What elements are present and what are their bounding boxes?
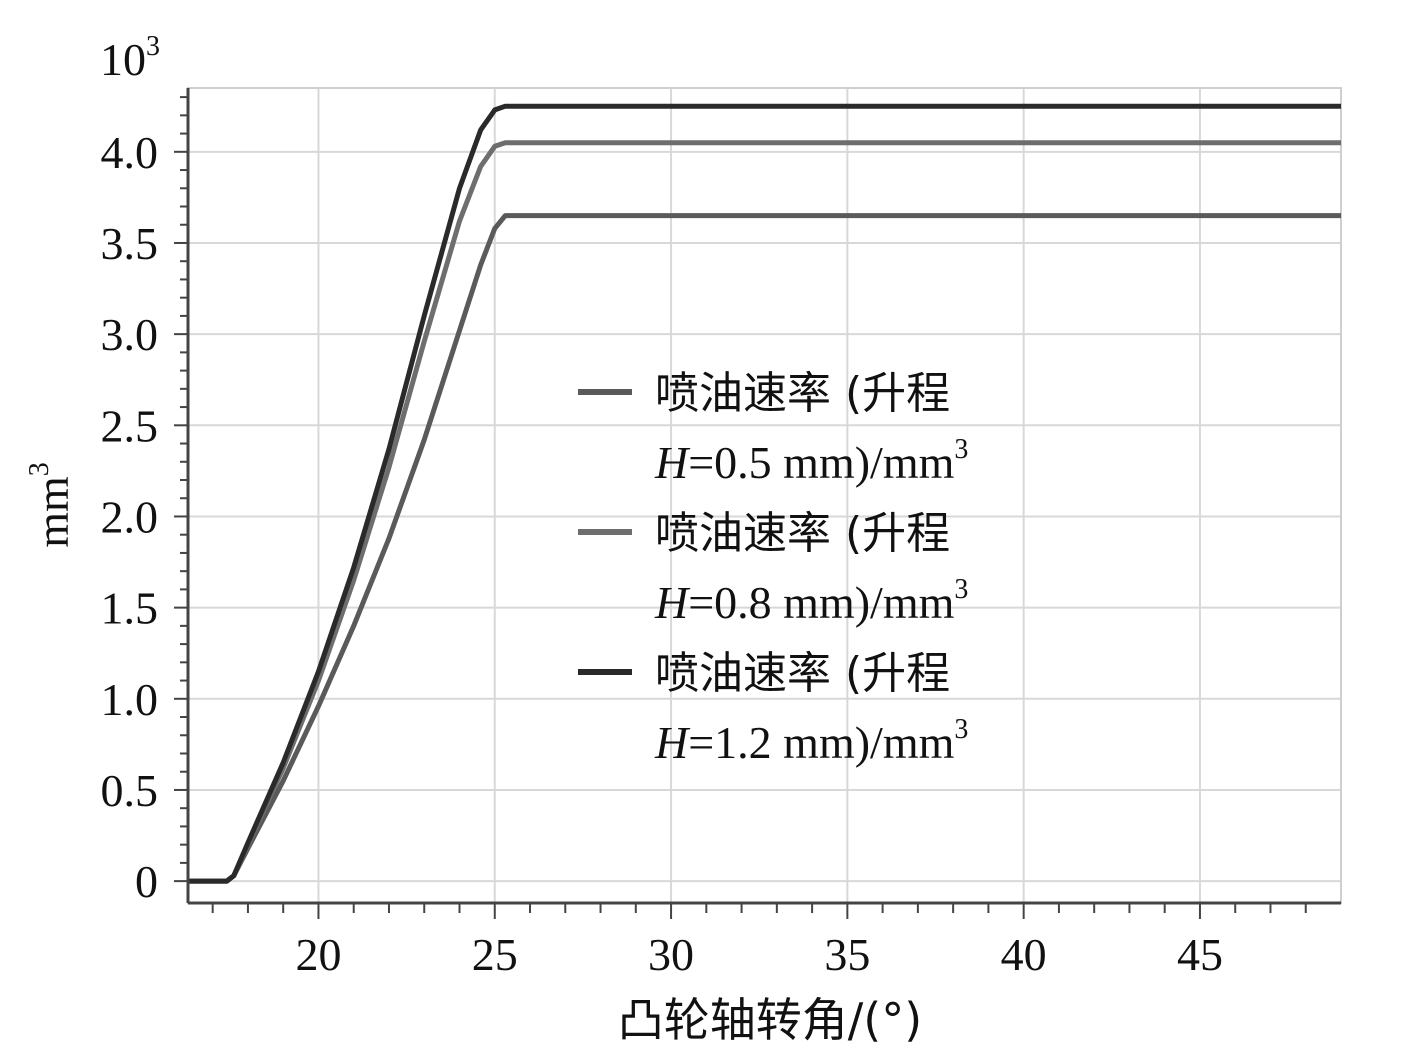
y-tick-label: 3.0 [101,309,159,360]
series-lines [188,103,1341,884]
x-tick-label: 30 [648,929,694,980]
x-tick-label: 40 [1001,929,1047,980]
legend-label-2-line1: 喷油速率 (升程 [655,508,950,559]
y-tick-label: 1.0 [101,674,159,725]
axes [174,88,1341,919]
y-tick-label: 0.5 [101,765,159,816]
x-tick-label: 45 [1177,929,1223,980]
legend-label-1-line2: H=0.5 mm)/mm3 [654,434,968,488]
y-multiplier: 103 [100,31,160,85]
plot-frame [187,87,1342,904]
legend: 喷油速率 (升程 H=0.5 mm)/mm3 喷油速率 (升程 H=0.8 mm)/m… [578,368,968,768]
legend-label-3-line2: H=1.2 mm)/mm3 [654,714,968,768]
x-tick-label: 20 [295,929,341,980]
legend-label-1-line1: 喷油速率 (升程 [655,368,950,419]
y-tick-label: 2.5 [101,400,159,451]
x-tick-label: 35 [824,929,870,980]
tick-labels: 0 0.5 1.0 1.5 2.0 2.5 3.0 3.5 4.0 20 25 30 35 40 45 [101,127,1223,980]
y-tick-label: 1.5 [101,583,159,634]
x-tick-label: 25 [472,929,518,980]
y-tick-label: 3.5 [101,218,159,269]
legend-label-2-line2: H=0.8 mm)/mm3 [654,574,968,628]
y-tick-label: 0 [135,856,158,907]
legend-label-3-line1: 喷油速率 (升程 [655,648,950,699]
y-axis-title: mm3 [24,462,78,548]
y-tick-label: 4.0 [101,127,159,178]
series-line-3 [188,103,1341,884]
y-tick-label: 2.0 [101,491,159,542]
x-axis-title: 凸轮轴转角/(°) [618,993,922,1047]
grid [187,87,1342,904]
